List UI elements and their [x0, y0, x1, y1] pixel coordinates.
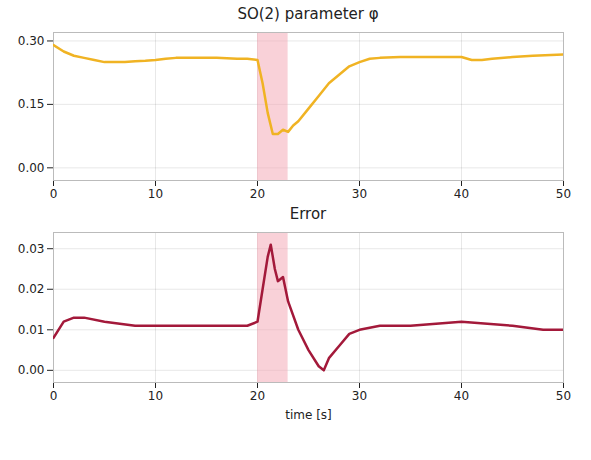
- svg-text:time [s]: time [s]: [285, 408, 332, 422]
- html-text:SO(2) parameter φ: SO(2) parameter φ: [237, 5, 379, 23]
- svg-text:0.00: 0.00: [18, 161, 45, 175]
- svg-text:50: 50: [556, 389, 571, 403]
- svg-text:0: 0: [50, 389, 58, 403]
- svg-text:0.01: 0.01: [18, 323, 45, 337]
- svg-text:30: 30: [352, 187, 367, 201]
- svg-text:50: 50: [556, 187, 571, 201]
- svg-text:20: 20: [250, 187, 265, 201]
- svg-text:0.15: 0.15: [18, 97, 45, 111]
- svg-text:40: 40: [454, 389, 469, 403]
- svg-text:10: 10: [148, 389, 163, 403]
- svg-text:40: 40: [454, 187, 469, 201]
- svg-text:10: 10: [148, 187, 163, 201]
- svg-text:0.30: 0.30: [18, 34, 45, 48]
- svg-text:0: 0: [50, 187, 58, 201]
- svg-text:20: 20: [250, 389, 265, 403]
- html-text:Error: Error: [289, 205, 327, 223]
- svg-text:0.03: 0.03: [18, 242, 45, 256]
- svg-text:30: 30: [352, 389, 367, 403]
- svg-text:0.02: 0.02: [18, 282, 45, 296]
- svg-text:0.00: 0.00: [18, 363, 45, 377]
